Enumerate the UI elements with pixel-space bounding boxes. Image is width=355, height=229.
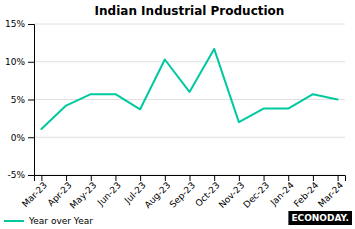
y-tick: 5% <box>11 95 34 105</box>
y-tick: 10% <box>5 57 34 67</box>
line <box>41 49 337 129</box>
x-tick-label: Sep-23 <box>168 180 197 209</box>
y-tick-label: -5% <box>7 170 25 180</box>
x-tick-label: Jun-23 <box>95 180 123 208</box>
x-tick-label: Aug-23 <box>143 180 173 210</box>
chart-svg: Indian Industrial Production -5% 0% 5% 10% 15… <box>0 0 355 229</box>
marks <box>41 49 337 129</box>
legend-label: Year over Year <box>28 216 93 226</box>
x-tick: Feb-24 <box>292 175 321 209</box>
x-tick: Aug-23 <box>143 175 173 210</box>
x-tick-label: Jan-24 <box>268 180 296 208</box>
y-tick-label: 5% <box>11 95 26 105</box>
y-axis: -5% 0% 5% 10% 15% <box>5 19 35 180</box>
x-axis: Mar-23Apr-23May-23Jun-23Jul-23Aug-23Sep-… <box>20 175 346 211</box>
x-tick: Mar-24 <box>316 175 345 209</box>
x-tick: Dec-23 <box>241 175 271 210</box>
y-tick: 0% <box>11 133 34 143</box>
title: Indian Industrial Production <box>95 4 285 18</box>
x-tick: Mar-23 <box>20 175 49 209</box>
annotation-box <box>288 211 352 225</box>
grid <box>34 24 345 175</box>
x-tick-label: Dec-23 <box>241 180 271 210</box>
legend-item: Year over Year <box>4 216 93 226</box>
y-tick-mark <box>28 100 34 101</box>
y-tick: -5% <box>7 170 34 180</box>
y-tick-mark <box>28 175 34 176</box>
plot-area: -5% 0% 5% 10% 15% Mar-23Apr-23May-23Jun-23Jul… <box>5 19 346 210</box>
y-tick: 15% <box>5 19 34 29</box>
y-axis-line <box>28 25 35 176</box>
y-tick-mark <box>28 137 34 138</box>
x-tick-label: Mar-23 <box>20 180 49 209</box>
grid-line <box>34 61 345 62</box>
chart-container: Indian Industrial Production -5% 0% 5% 10% 15… <box>0 0 355 229</box>
x-tick: Sep-23 <box>168 175 197 210</box>
x-tick: May-23 <box>68 175 99 211</box>
y-tick-label: 0% <box>11 133 26 143</box>
annotation-text: ECONODAY. <box>291 213 349 223</box>
x-tick-label: Nov-23 <box>217 180 247 210</box>
y-tick-label: 15% <box>5 19 25 29</box>
legend: Year over Year <box>4 216 93 226</box>
x-tick-label: May-23 <box>68 180 99 211</box>
y-tick-mark <box>28 62 34 63</box>
y-tick-mark <box>28 24 34 25</box>
grid-line <box>34 137 345 138</box>
legend-swatch <box>4 220 24 222</box>
grid-line <box>34 24 345 25</box>
x-tick-label: Feb-24 <box>292 180 321 209</box>
x-tick-label: Mar-24 <box>316 180 345 209</box>
y-tick-label: 10% <box>5 57 25 67</box>
annotation: ECONODAY. <box>288 211 352 225</box>
x-tick: Jun-23 <box>95 175 123 208</box>
